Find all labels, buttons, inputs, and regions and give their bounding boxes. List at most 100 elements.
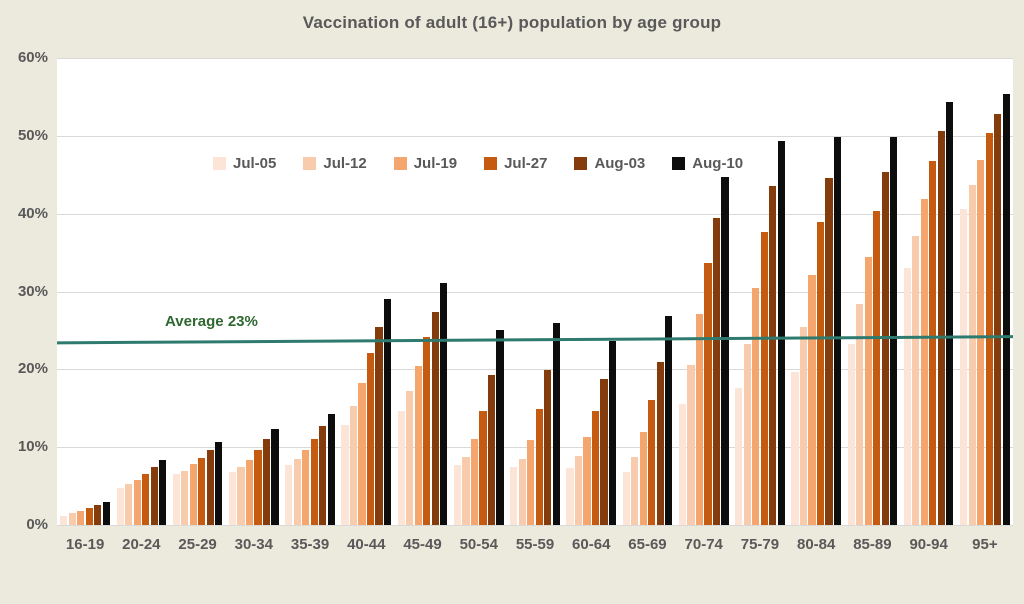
bar-Jul-05-75-79	[735, 388, 743, 525]
bar-Aug-03-30-34	[262, 439, 271, 525]
legend-swatch-icon	[213, 157, 226, 170]
bar-Jul-12-65-69	[631, 457, 639, 525]
gridline	[57, 213, 1013, 215]
bar-Aug-10-60-64	[608, 341, 617, 525]
gridline	[57, 291, 1013, 293]
bar-Jul-27-30-34	[254, 450, 262, 525]
bar-Jul-12-20-24	[125, 483, 133, 525]
bar-Aug-03-55-59	[544, 370, 552, 525]
x-tick-label: 75-79	[740, 536, 780, 553]
legend-label: Jul-19	[413, 155, 458, 172]
bar-Jul-19-90-94	[920, 198, 928, 525]
bar-Aug-10-70-74	[721, 177, 729, 525]
bar-Jul-05-25-29	[172, 474, 180, 525]
bar-Jul-27-65-69	[648, 399, 656, 525]
x-tick-label: 16-19	[65, 536, 105, 553]
bar-Jul-12-25-29	[181, 470, 189, 525]
gridline	[57, 369, 1013, 371]
bar-Jul-12-80-84	[799, 327, 807, 525]
y-tick-label: 30%	[17, 282, 48, 300]
bar-Aug-10-75-79	[777, 141, 785, 525]
bar-Jul-12-45-49	[406, 391, 414, 525]
x-tick-label: 70-74	[684, 536, 723, 553]
bar-Jul-05-50-54	[453, 465, 462, 525]
bar-Jul-19-40-44	[358, 382, 366, 525]
bar-Jul-27-16-19	[85, 507, 93, 525]
bar-Aug-10-30-34	[271, 429, 279, 525]
bar-Jul-27-90-94	[929, 160, 937, 525]
bar-Jul-19-45-49	[414, 366, 422, 525]
bar-Aug-10-90-94	[946, 102, 954, 525]
x-tick-label: 30-34	[234, 536, 273, 553]
legend-swatch-icon	[393, 157, 407, 170]
bar-Jul-12-55-59	[518, 458, 526, 525]
bar-Aug-03-65-69	[656, 361, 664, 525]
bar-Jul-12-75-79	[743, 344, 751, 525]
bar-Jul-27-40-44	[366, 353, 375, 525]
bar-Aug-03-90-94	[937, 131, 945, 525]
bar-Jul-19-80-84	[808, 275, 816, 525]
legend-item-Aug-03: Aug-03	[574, 155, 645, 172]
legend-item-Jul-27: Jul-27	[484, 155, 547, 172]
bar-Aug-10-16-19	[102, 501, 110, 525]
bar-Jul-19-60-64	[583, 437, 591, 525]
x-tick-label: 25-29	[178, 536, 217, 553]
bar-Jul-05-30-34	[228, 472, 237, 525]
bar-Jul-19-25-29	[189, 463, 197, 525]
bar-Jul-12-30-34	[237, 467, 245, 525]
x-tick-label: 80-84	[796, 536, 836, 553]
bar-Aug-03-80-84	[825, 177, 833, 525]
gridline	[57, 135, 1013, 137]
bar-Jul-05-65-69	[622, 472, 630, 525]
bar-Aug-03-85-89	[881, 172, 889, 525]
bar-Jul-05-45-49	[397, 411, 405, 525]
bar-Jul-12-40-44	[349, 405, 358, 525]
legend-item-Jul-19: Jul-19	[393, 155, 458, 172]
bar-Aug-10-45-49	[440, 282, 448, 525]
bar-Jul-27-85-89	[873, 211, 881, 525]
legend: Jul-05 Jul-12 Jul-19 Jul-27 Aug-03 Aug-10	[213, 155, 743, 172]
gridline	[57, 58, 1013, 59]
legend-label: Jul-12	[323, 155, 367, 172]
bar-Aug-10-65-69	[665, 315, 673, 525]
bar-Aug-03-95+	[994, 114, 1002, 525]
legend-label: Aug-03	[594, 155, 646, 172]
bar-Jul-19-70-74	[695, 314, 704, 525]
average-line-label: Average 23%	[165, 313, 258, 330]
y-tick-label: 10%	[17, 438, 48, 456]
bar-Jul-12-16-19	[68, 513, 76, 525]
x-tick-label: 35-39	[290, 536, 330, 553]
bar-Jul-27-70-74	[704, 262, 712, 525]
bar-Aug-03-70-74	[712, 218, 721, 525]
bar-Jul-05-20-24	[116, 487, 124, 525]
bar-Jul-19-55-59	[527, 440, 535, 525]
bar-Jul-27-60-64	[591, 411, 600, 525]
plot-area	[56, 58, 1014, 526]
gridline	[57, 525, 1013, 526]
bar-Jul-05-16-19	[60, 515, 68, 525]
bar-Jul-12-95+	[968, 184, 976, 525]
bar-Jul-12-70-74	[687, 364, 695, 525]
bar-Aug-10-25-29	[215, 441, 223, 525]
bar-Jul-12-60-64	[574, 455, 583, 525]
x-tick-label: 65-69	[628, 536, 667, 553]
bar-Aug-10-50-54	[496, 330, 504, 525]
bar-Jul-05-70-74	[678, 403, 687, 525]
x-tick-label: 55-59	[515, 536, 555, 553]
bar-Jul-27-45-49	[423, 337, 431, 525]
legend-swatch-icon	[574, 157, 588, 170]
y-tick-label: 20%	[17, 360, 48, 378]
bar-Aug-03-50-54	[487, 374, 496, 525]
bar-Aug-03-60-64	[600, 379, 608, 525]
bar-Aug-03-20-24	[150, 467, 158, 525]
bar-Jul-27-95+	[985, 132, 993, 525]
legend-label: Jul-05	[233, 155, 277, 172]
bar-Jul-27-20-24	[142, 473, 150, 525]
bar-Aug-03-40-44	[375, 327, 383, 525]
bar-Jul-12-85-89	[856, 303, 864, 525]
x-tick-label: 45-49	[403, 536, 442, 553]
bar-Jul-05-90-94	[903, 268, 911, 525]
bar-Jul-19-65-69	[639, 432, 647, 525]
legend-item-Jul-12: Jul-12	[303, 155, 367, 172]
